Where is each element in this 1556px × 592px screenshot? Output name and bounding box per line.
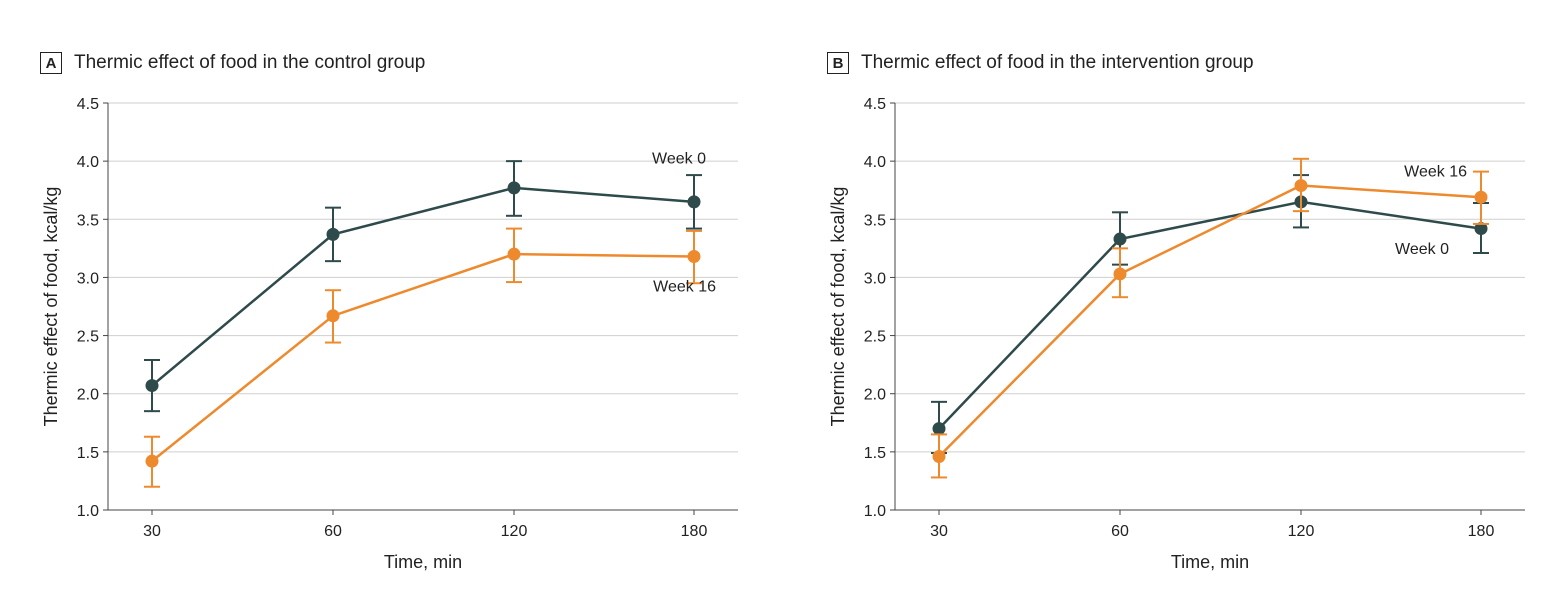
panel-a-title: Thermic effect of food in the control gr…: [74, 52, 426, 73]
series-week-0: [144, 160, 702, 413]
series-line: [151, 252, 695, 463]
x-tick-label: 180: [681, 523, 708, 540]
y-tick-label: 2.0: [77, 387, 99, 404]
y-tick-label: 4.5: [864, 96, 886, 113]
data-point: [145, 379, 159, 393]
x-tick-label: 120: [1288, 523, 1315, 540]
y-tick-label: 2.0: [864, 387, 886, 404]
x-tick-label: 180: [1468, 523, 1495, 540]
x-tick-label: 60: [324, 523, 342, 540]
series-label: Week 0: [652, 150, 706, 167]
y-tick-label: 2.5: [864, 329, 886, 346]
data-point: [932, 450, 946, 464]
x-axis-label: Time, min: [1171, 552, 1249, 572]
series-week-16: [144, 227, 702, 488]
panel-b-header: B Thermic effect of food in the interven…: [827, 50, 1254, 76]
y-tick-label: 1.0: [77, 503, 99, 520]
data-point: [1294, 179, 1308, 193]
data-point: [326, 309, 340, 323]
series-week-16: [931, 157, 1489, 479]
data-point: [687, 195, 701, 209]
x-tick-label: 30: [143, 523, 161, 540]
data-point: [1113, 232, 1127, 246]
y-tick-label: 3.0: [77, 270, 99, 287]
y-tick-label: 1.0: [864, 503, 886, 520]
panel-a: A Thermic effect of food in the control …: [40, 50, 738, 572]
y-tick-label: 3.0: [864, 270, 886, 287]
panel-b: B Thermic effect of food in the interven…: [787, 0, 1556, 592]
panel-a-header: A Thermic effect of food in the control …: [40, 50, 425, 76]
series-label: Week 0: [1395, 241, 1449, 258]
x-axis-label: Time, min: [384, 552, 462, 572]
chart-a-plot: 1.0 1.5 2.0 2.5 3.0 3.5 4.0 4.5 30 60 120 180 Time, …: [41, 96, 738, 572]
data-point: [507, 247, 521, 261]
series-line: [151, 186, 695, 387]
data-point: [507, 181, 521, 195]
x-tick-label: 120: [501, 523, 528, 540]
data-point: [687, 249, 701, 263]
panel-b-title: Thermic effect of food in the interventi…: [861, 52, 1254, 73]
data-point: [1474, 190, 1488, 204]
y-axis-label: Thermic effect of food, kcal/kg: [41, 187, 61, 427]
x-tick-label: 60: [1111, 523, 1129, 540]
panel-a-letter: A: [40, 52, 62, 74]
y-tick-label: 4.0: [864, 154, 886, 171]
y-tick-label: 3.5: [77, 212, 99, 229]
series-line: [938, 184, 1482, 458]
y-tick-label: 4.0: [77, 154, 99, 171]
data-point: [145, 454, 159, 468]
y-tick-label: 3.5: [864, 212, 886, 229]
chart-b-plot: 1.0 1.5 2.0 2.5 3.0 3.5 4.0 4.5 30 60 120 180 Time, …: [828, 96, 1525, 572]
series-label: Week 16: [1404, 163, 1467, 180]
x-tick-label: 30: [930, 523, 948, 540]
y-tick-label: 4.5: [77, 96, 99, 113]
y-tick-label: 1.5: [77, 445, 99, 462]
data-point: [1474, 222, 1488, 236]
data-point: [326, 227, 340, 241]
data-point: [1113, 267, 1127, 281]
y-tick-label: 1.5: [864, 445, 886, 462]
y-axis-label: Thermic effect of food, kcal/kg: [828, 187, 848, 427]
panel-b-letter: B: [827, 52, 849, 74]
series-label: Week 16: [653, 278, 716, 295]
data-point: [932, 422, 946, 436]
y-tick-label: 2.5: [77, 329, 99, 346]
series-week-0: [931, 174, 1489, 455]
series-line: [938, 200, 1482, 430]
